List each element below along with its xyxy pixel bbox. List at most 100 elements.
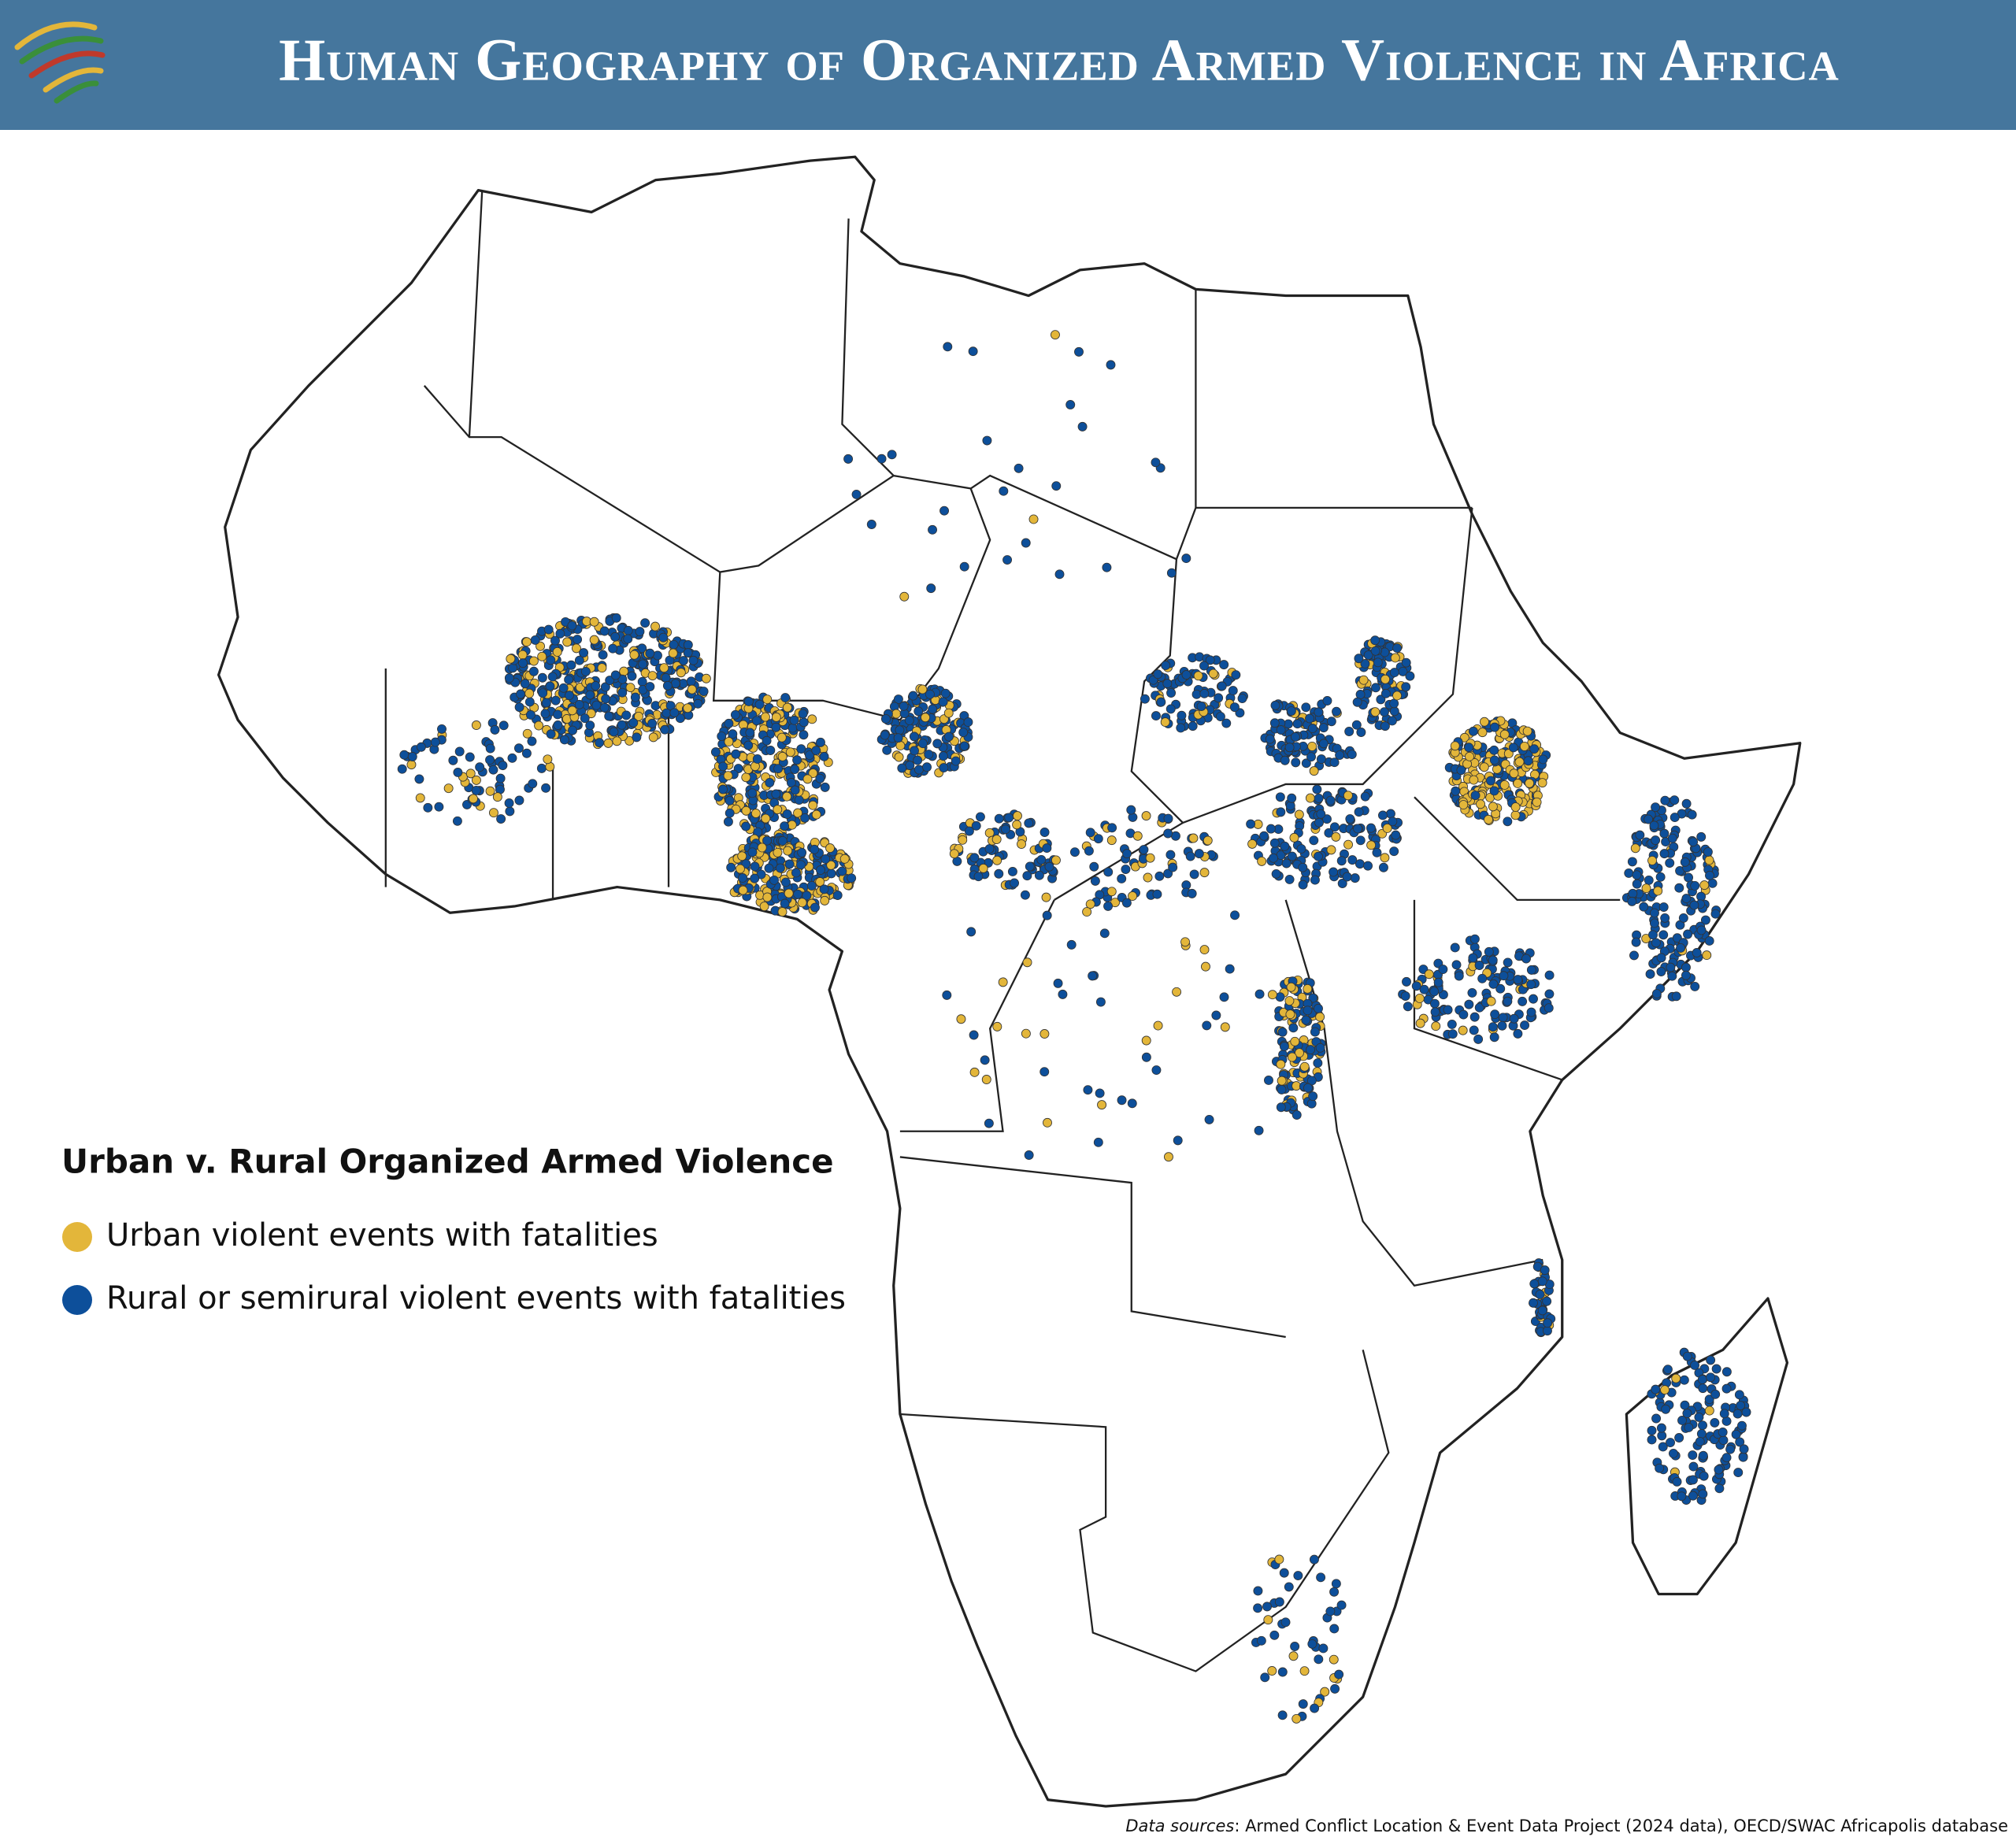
rural-event-dot [508,663,518,673]
rural-event-dot [1698,1450,1708,1461]
rural-event-dot [1696,1428,1707,1439]
urban-event-dot [1459,732,1469,743]
rural-event-dot [1264,1075,1273,1085]
rural-event-dot [938,751,948,761]
urban-event-dot [1358,675,1369,685]
urban-event-dot [894,752,904,762]
rural-event-dot [647,718,658,728]
header-bar [0,0,2016,130]
urban-event-dot [797,898,807,908]
rural-event-dot [1682,1351,1692,1361]
logo [14,21,106,104]
urban-event-dot [917,684,928,694]
urban-event-dot [757,843,767,853]
rural-event-dot [880,714,891,724]
rural-event-dot [1187,888,1197,898]
rural-event-dot [1489,1032,1499,1043]
urban-event-dot [1380,853,1390,863]
urban-event-dot [1299,1666,1310,1676]
urban-event-dot [1415,1018,1425,1028]
rural-event-dot [1053,978,1063,988]
rural-event-dot [730,709,740,720]
urban-event-dot [991,835,1002,844]
rural-event-dot [1021,538,1031,548]
rural-event-dot [1185,851,1195,861]
rural-event-dot [1163,813,1173,824]
urban-event-dot [1514,757,1525,767]
rural-event-dot [1306,752,1316,762]
rural-event-dot [796,744,806,754]
rural-event-dot [1741,1407,1751,1417]
rural-event-dot [780,898,790,909]
rural-event-dot [743,697,754,706]
rural-event-dot [604,711,614,721]
rural-event-dot [924,750,934,760]
rural-event-dot [1309,835,1319,846]
rural-event-dot [1677,1491,1687,1502]
rural-event-dot [928,524,937,535]
rural-event-dot [630,692,640,702]
madagascar-outline [1625,1297,1789,1596]
urban-event-dot [659,663,669,673]
rural-event-dot [1676,943,1686,953]
rural-event-dot [1034,870,1044,880]
rural-event-dot [1141,1052,1151,1062]
urban-event-dot [1295,1048,1304,1058]
rural-event-dot [1331,1579,1341,1589]
rural-event-dot [1456,765,1466,776]
rural-event-dot [1298,862,1308,872]
rural-event-dot [1276,725,1286,735]
rural-event-dot [1631,937,1641,947]
urban-event-dot [1303,983,1313,994]
urban-event-dot [634,711,643,721]
urban-event-dot [1021,1028,1031,1039]
rural-event-dot [1451,786,1461,796]
rural-event-dot [1314,793,1324,803]
rural-event-dot [1305,713,1315,724]
rural-event-dot [1002,555,1013,565]
rural-event-dot [1735,1437,1745,1447]
rural-event-dot [726,862,736,872]
rural-event-dot [1277,1027,1288,1037]
rural-event-dot [797,847,807,857]
rural-event-dot [951,756,961,766]
rural-event-dot [928,704,938,714]
rural-event-dot [1152,889,1162,899]
rural-event-dot [1523,756,1533,766]
rural-event-dot [1697,1375,1707,1385]
rural-event-dot [1469,1025,1479,1035]
rural-event-dot [1161,661,1171,671]
rural-event-dot [488,765,498,775]
rural-event-dot [771,722,781,732]
rural-event-dot [771,789,781,799]
rural-event-dot [866,520,876,529]
rural-event-dot [1166,568,1177,578]
urban-event-dot [629,650,639,660]
rural-event-dot [658,632,669,643]
rural-event-dot [1400,991,1410,1001]
urban-event-dot [1519,741,1529,751]
urban-event-dot [723,771,733,781]
rural-event-dot [1219,992,1229,1002]
rural-event-dot [1660,795,1670,805]
rural-event-dot [914,706,924,717]
urban-event-dot [536,641,546,651]
urban-event-dot [1704,855,1714,865]
rural-event-dot [540,709,550,719]
urban-event-dot [1660,1385,1670,1395]
rural-event-dot [1405,671,1415,681]
rural-event-dot [416,742,426,752]
rural-event-dot [1474,1002,1484,1013]
urban-event-dot [1012,811,1022,821]
rural-event-dot [1721,1367,1732,1377]
rural-event-dot [821,854,831,864]
rural-event-dot [943,342,953,352]
rural-event-dot [942,990,952,1000]
rural-event-dot [1347,750,1357,760]
rural-event-dot [1389,668,1399,678]
rural-event-dot [600,682,610,692]
rural-event-dot [1044,861,1054,872]
rural-event-dot [605,676,615,685]
rural-event-dot [530,635,540,645]
rural-event-dot [1677,1416,1688,1425]
